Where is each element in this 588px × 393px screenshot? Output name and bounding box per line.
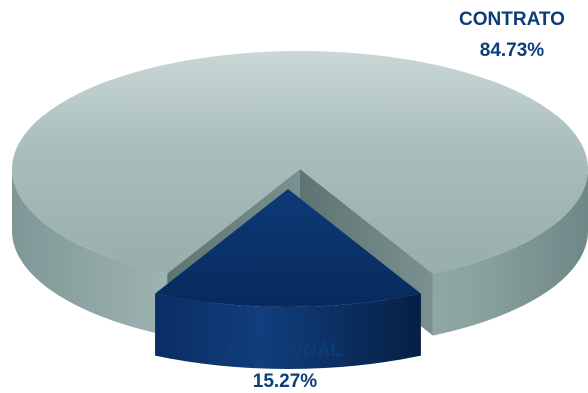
data-label-ocasional: OCASIONAL 15.27% (228, 340, 342, 392)
category-label: CONTRATO (459, 9, 565, 30)
slice-ocasional-side (155, 293, 421, 370)
percent-label: 15.27% (253, 371, 318, 392)
percent-label: 84.73% (480, 40, 545, 61)
slice-contrato-top (11, 51, 588, 274)
data-label-contrato: CONTRATO 84.73% (459, 9, 565, 61)
slice-ocasional-top (155, 189, 421, 307)
slice-ocasional (155, 189, 421, 370)
category-label: OCASIONAL (228, 340, 342, 361)
